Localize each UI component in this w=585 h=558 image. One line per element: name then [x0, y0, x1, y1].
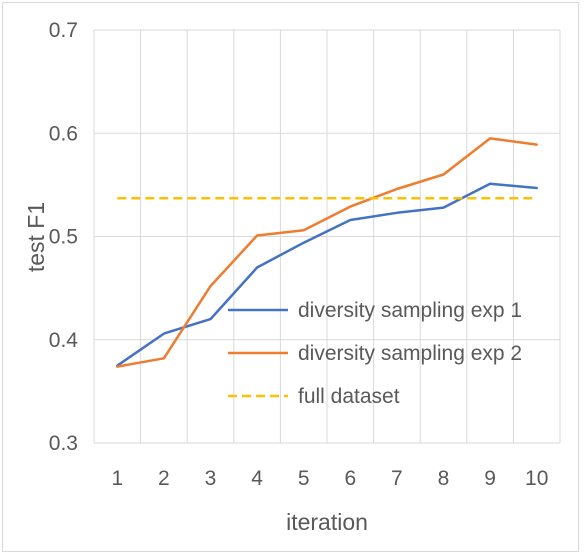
x-tick-label: 8: [438, 467, 450, 490]
x-tick-label: 3: [205, 467, 217, 490]
y-tick-label: 0.7: [49, 19, 78, 42]
x-tick-label: 9: [484, 467, 496, 490]
x-tick-label: 10: [525, 467, 548, 490]
x-tick-labels: 1 2 3 4 5 6 7 8 9 10: [111, 467, 548, 490]
x-tick-label: 1: [111, 467, 123, 490]
y-tick-label: 0.4: [49, 329, 79, 352]
legend-label-3: full dataset: [298, 385, 400, 408]
y-axis-title: test F1: [23, 202, 49, 272]
x-tick-label: 4: [251, 467, 263, 490]
x-tick-label: 6: [344, 467, 356, 490]
y-tick-label: 0.5: [49, 226, 78, 249]
x-axis-title: iteration: [286, 509, 368, 535]
x-tick-label: 7: [391, 467, 403, 490]
legend-label-2: diversity sampling exp 2: [298, 342, 522, 365]
x-tick-label: 5: [298, 467, 310, 490]
legend-label-1: diversity sampling exp 1: [298, 299, 522, 322]
y-tick-labels: 0.3 0.4 0.5 0.6 0.7: [49, 19, 79, 455]
legend: diversity sampling exp 1 diversity sampli…: [228, 299, 522, 408]
gridlines: [94, 30, 560, 443]
y-tick-label: 0.3: [49, 432, 78, 455]
y-tick-label: 0.6: [49, 122, 78, 145]
x-tick-label: 2: [158, 467, 170, 490]
